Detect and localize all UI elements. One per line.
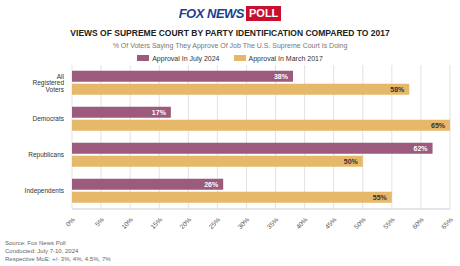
html-text:Source: Fox News Poll: Source: Fox News Poll xyxy=(5,240,66,246)
svg-text:5%: 5% xyxy=(93,216,105,228)
svg-text:58%: 58% xyxy=(390,86,405,93)
svg-text:45%: 45% xyxy=(324,216,338,229)
svg-text:0%: 0% xyxy=(64,216,76,228)
html-text:% Of Voters Saying They Approv: % Of Voters Saying They Approve Of Job T… xyxy=(112,42,348,49)
svg-text:50%: 50% xyxy=(344,158,359,165)
svg-text:17%: 17% xyxy=(152,109,167,116)
html-text:Approval In July 2024: Approval In July 2024 xyxy=(152,54,220,62)
html-text:Approval In March 2017: Approval In March 2017 xyxy=(248,54,323,62)
svg-text:55%: 55% xyxy=(382,216,396,229)
svg-text:55%: 55% xyxy=(373,194,388,201)
svg-text:30%: 30% xyxy=(236,216,250,229)
svg-text:38%: 38% xyxy=(274,73,289,80)
svg-text:62%: 62% xyxy=(414,145,429,152)
svg-text:26%: 26% xyxy=(204,181,219,188)
svg-text:65%: 65% xyxy=(431,122,446,129)
svg-text:40%: 40% xyxy=(294,216,308,229)
svg-text:Democrats: Democrats xyxy=(33,115,65,122)
svg-text:65%: 65% xyxy=(440,216,452,229)
svg-text:10%: 10% xyxy=(120,216,134,229)
html-text:Conducted: July 7-10, 2024: Conducted: July 7-10, 2024 xyxy=(5,248,79,254)
html-text:FOX NEWS POLL: FOX NEWS POLL xyxy=(178,5,279,21)
svg-text:25%: 25% xyxy=(207,216,221,229)
svg-text:Independents: Independents xyxy=(25,187,65,195)
svg-text:35%: 35% xyxy=(265,216,279,229)
html-text:Respective MoE: +/- 3%, 4%, 4.: Respective MoE: +/- 3%, 4%, 4.5%, 7% xyxy=(5,256,111,262)
html-text:VIEWS OF SUPREME COURT BY PART: VIEWS OF SUPREME COURT BY PARTY IDENTIFI… xyxy=(70,28,390,38)
svg-text:15%: 15% xyxy=(149,216,163,229)
svg-text:Republicans: Republicans xyxy=(28,151,65,159)
svg-text:60%: 60% xyxy=(411,216,425,229)
svg-text:50%: 50% xyxy=(353,216,367,229)
svg-text:AllRegisteredVoters: AllRegisteredVoters xyxy=(33,73,65,93)
svg-text:20%: 20% xyxy=(178,216,192,229)
